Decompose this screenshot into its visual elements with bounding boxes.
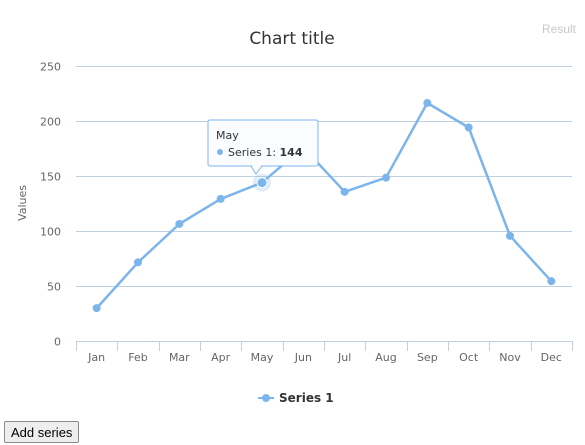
data-point[interactable] (423, 98, 432, 107)
data-point-hovered[interactable] (256, 177, 268, 189)
series-line (95, 101, 553, 310)
legend[interactable]: Series 1 (258, 391, 334, 405)
chart-title: Chart title (249, 29, 334, 49)
y-tick-label: 250 (40, 61, 61, 74)
result-label: Result (541, 22, 576, 36)
data-point[interactable] (134, 258, 142, 267)
data-point[interactable] (175, 219, 184, 228)
x-tick-label: Apr (211, 351, 231, 364)
tooltip-series-name: Series 1 (228, 146, 272, 159)
x-tick-label: Feb (128, 351, 147, 364)
y-tick-label: 100 (40, 226, 61, 239)
tooltip-pointer-cover (252, 165, 261, 167)
x-axis: Jan Feb Mar Apr May Jun Jul Aug Sep Oct Nov Dec (76, 341, 573, 364)
tooltip-value: 144 (280, 146, 303, 159)
data-point[interactable] (547, 277, 556, 286)
x-tick-label: Jan (87, 351, 105, 364)
tooltip-colon: : (272, 146, 279, 159)
tooltip-box (207, 119, 319, 167)
y-tick-label: 0 (54, 336, 61, 349)
x-tick-label: Sep (417, 351, 438, 364)
x-tick-label: Mar (169, 351, 190, 364)
x-tick-label: Oct (459, 351, 479, 364)
x-tick-label: Nov (499, 351, 521, 364)
x-tick-label: Dec (541, 351, 562, 364)
tooltip-category: May (216, 129, 239, 142)
tooltip-series-dot (217, 149, 223, 155)
x-tick-label: May (251, 351, 274, 364)
data-point[interactable] (92, 304, 101, 313)
y-tick-label: 200 (40, 116, 61, 129)
tooltip: May Series 1: 144 (207, 119, 319, 175)
legend-item-series-1[interactable]: Series 1 (279, 391, 334, 405)
y-axis-label: Values (16, 185, 29, 221)
x-tick-label: Jun (294, 351, 312, 364)
tooltip-pointer (250, 165, 263, 175)
series-layer (92, 98, 556, 313)
legend-marker (262, 394, 270, 402)
data-point[interactable] (506, 231, 514, 240)
data-point[interactable] (216, 194, 225, 203)
data-point[interactable] (464, 123, 473, 132)
data-point[interactable] (340, 187, 349, 196)
y-tick-label: 150 (40, 171, 61, 184)
x-tick-label: Aug (375, 351, 396, 364)
grid-lines: 0 50 100 150 200 250 (40, 61, 572, 349)
svg-text:Series 1: 144: Series 1: 144 (228, 146, 303, 159)
data-point[interactable] (382, 173, 390, 182)
add-series-button[interactable]: Add series (4, 421, 80, 443)
line-chart: Chart title Values 0 50 100 150 200 250 Jan Fe… (16, 29, 573, 405)
y-tick-label: 50 (47, 281, 61, 294)
x-tick-label: Jul (337, 351, 351, 364)
